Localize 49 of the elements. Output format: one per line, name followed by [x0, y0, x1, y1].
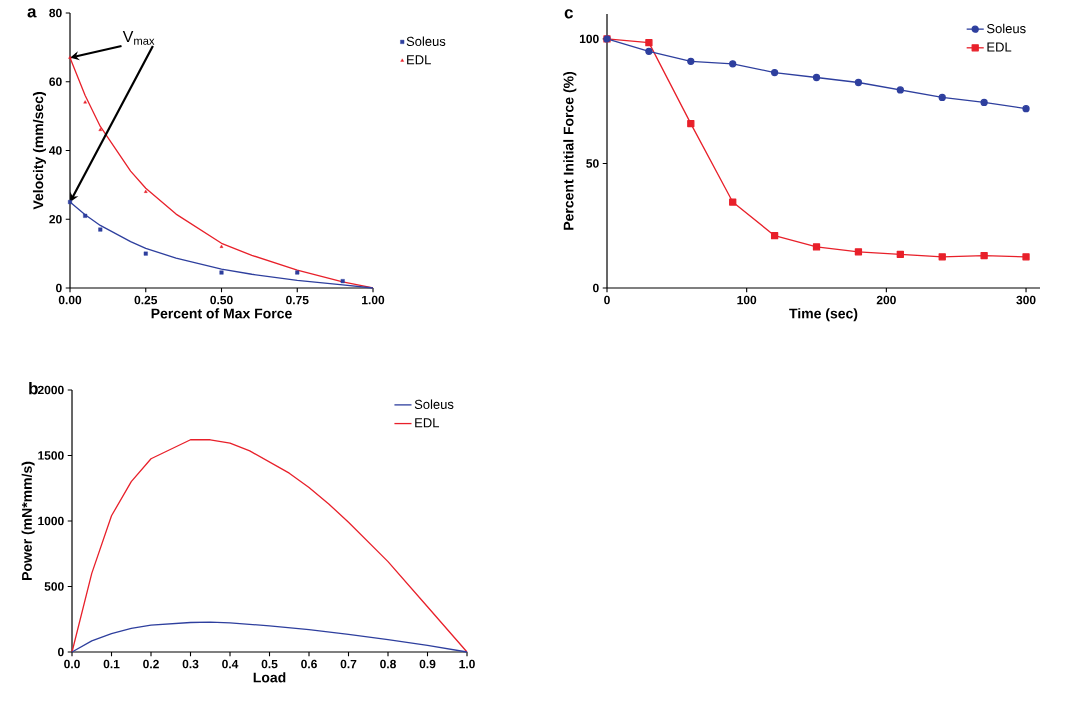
legend-label: Soleus [414, 399, 454, 409]
x-tick-label: 0.6 [301, 659, 317, 669]
x-tick-label: 1.0 [459, 659, 475, 669]
x-tick-label: 0.00 [58, 295, 82, 305]
x-tick-label: 0.75 [286, 295, 309, 305]
x-tick-label: 0.8 [380, 659, 396, 669]
y-tick-label: 1500 [38, 451, 64, 460]
x-tick-label: 0.5 [261, 659, 278, 669]
y-axis-title: Power (mN*mm/s) [21, 461, 35, 580]
x-axis-title: Time (sec) [789, 308, 858, 322]
x-tick-label: 0.25 [134, 295, 158, 305]
x-tick-label: 0.50 [210, 295, 233, 305]
y-tick-label: 1000 [38, 516, 64, 526]
y-axis-title: Velocity (mm/sec) [32, 92, 46, 210]
x-tick-label: 0 [604, 295, 610, 305]
legend-label: Soleus [986, 23, 1026, 34]
y-tick-label: 100 [579, 34, 599, 44]
chart-title: c [564, 9, 573, 19]
y-tick-label: 60 [49, 77, 62, 86]
legend-label: EDL [987, 42, 1012, 52]
x-tick-label: 0.3 [182, 659, 199, 669]
x-tick-label: 0.2 [143, 659, 159, 669]
x-axis-title: Percent of Max Force [151, 308, 292, 319]
annotation: V$_{max}$ [122, 31, 155, 45]
x-tick-label: 1.00 [362, 295, 385, 305]
x-tick-label: 0.0 [64, 659, 80, 669]
y-tick-label: 40 [49, 146, 62, 155]
x-tick-label: 0.4 [222, 659, 239, 669]
x-tick-label: 0.9 [419, 659, 436, 669]
x-tick-label: 300 [1016, 295, 1036, 305]
x-tick-label: 200 [876, 295, 896, 305]
y-tick-label: 0 [593, 283, 599, 293]
y-tick-label: 2000 [37, 385, 64, 395]
y-tick-label: 500 [44, 582, 64, 591]
x-tick-label: 0.1 [103, 659, 120, 669]
legend-label: EDL [407, 55, 431, 65]
y-tick-label: 80 [49, 8, 62, 18]
y-tick-label: 0 [56, 283, 62, 293]
x-tick-label: 0.7 [340, 659, 357, 669]
legend-label: EDL [415, 418, 440, 428]
y-axis-title: Percent Initial Force (%) [563, 71, 577, 230]
chart-title: b [29, 381, 38, 395]
chart-title: a [27, 8, 37, 18]
y-tick-label: 50 [586, 159, 599, 168]
legend-label: Soleus [406, 36, 446, 46]
x-tick-label: 100 [737, 295, 757, 305]
y-tick-label: 20 [49, 214, 62, 224]
x-axis-title: Load [253, 672, 286, 683]
y-tick-label: 0 [58, 647, 64, 657]
